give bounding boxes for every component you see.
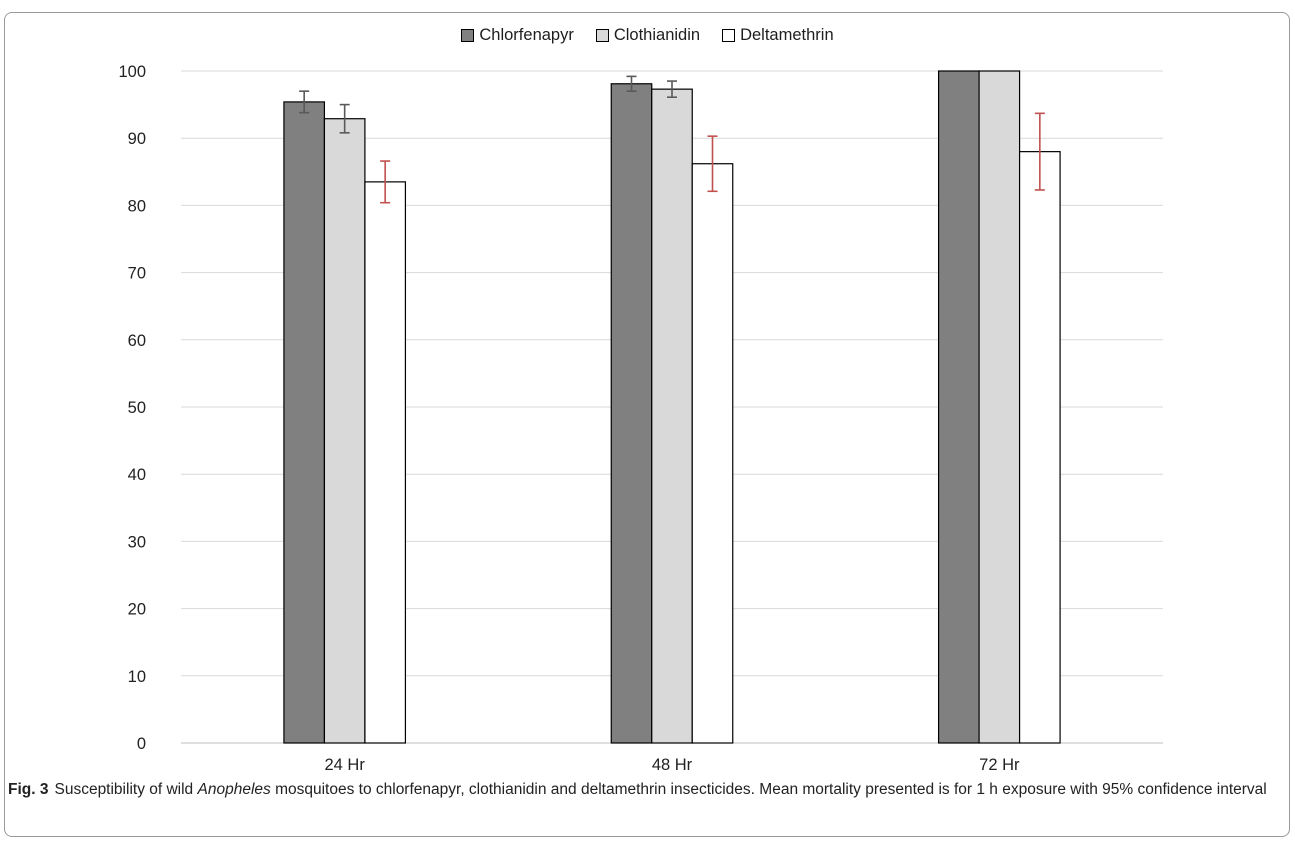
legend-item-clothianidin: Clothianidin: [595, 26, 701, 45]
bar-clothianidin-24hr: [323, 118, 366, 744]
legend-label-chlorfenapyr: Chlorfenapyr: [479, 26, 574, 44]
y-tick-label: 0: [137, 735, 146, 753]
y-tick-label: 30: [128, 533, 146, 551]
legend-item-deltamethrin: Deltamethrin: [722, 26, 834, 45]
legend-item-chlorfenapyr: Chlorfenapyr: [461, 26, 574, 45]
chart-legend: Chlorfenapyr Clothianidin Deltamethrin: [0, 26, 1295, 45]
caption-text-after: mosquitoes to chlorfenapyr, clothianidin…: [270, 781, 1267, 798]
y-tick-label: 90: [128, 130, 146, 148]
y-tick-label: 60: [128, 332, 146, 350]
y-tick-label: 40: [128, 466, 146, 484]
bar-chlorfenapyr-24hr: [283, 101, 326, 744]
bar-clothianidin-48hr: [651, 88, 693, 744]
bar-chlorfenapyr-72hr: [937, 70, 980, 744]
legend-label-deltamethrin: Deltamethrin: [740, 26, 834, 44]
figure-caption: Fig. 3 Susceptibility of wild Anopheles m…: [8, 780, 1286, 800]
y-tick-label: 50: [128, 399, 146, 417]
bar-deltamethrin-72hr: [1018, 151, 1061, 744]
bar-chlorfenapyr-48hr: [610, 83, 653, 744]
legend-swatch-clothianidin: [595, 29, 609, 42]
figure-label: Fig. 3: [8, 781, 49, 798]
legend-swatch-deltamethrin: [722, 29, 736, 42]
x-tick-label: 24 Hr: [324, 756, 365, 774]
caption-text-before: Susceptibility of wild: [54, 781, 198, 798]
x-tick-label: 72 Hr: [979, 756, 1020, 774]
caption-italic-genus: Anopheles: [197, 781, 271, 798]
legend-swatch-chlorfenapyr: [461, 29, 475, 42]
bar-clothianidin-72hr: [978, 70, 1021, 744]
y-tick-label: 10: [128, 668, 146, 686]
bar-deltamethrin-24hr: [364, 181, 407, 744]
y-tick-label: 70: [128, 265, 146, 283]
y-tick-label: 100: [118, 63, 146, 81]
y-tick-label: 80: [128, 197, 146, 215]
legend-label-clothianidin: Clothianidin: [613, 26, 701, 44]
bar-deltamethrin-48hr: [691, 163, 734, 744]
x-tick-label: 48 Hr: [652, 756, 693, 774]
y-tick-label: 20: [128, 601, 146, 619]
